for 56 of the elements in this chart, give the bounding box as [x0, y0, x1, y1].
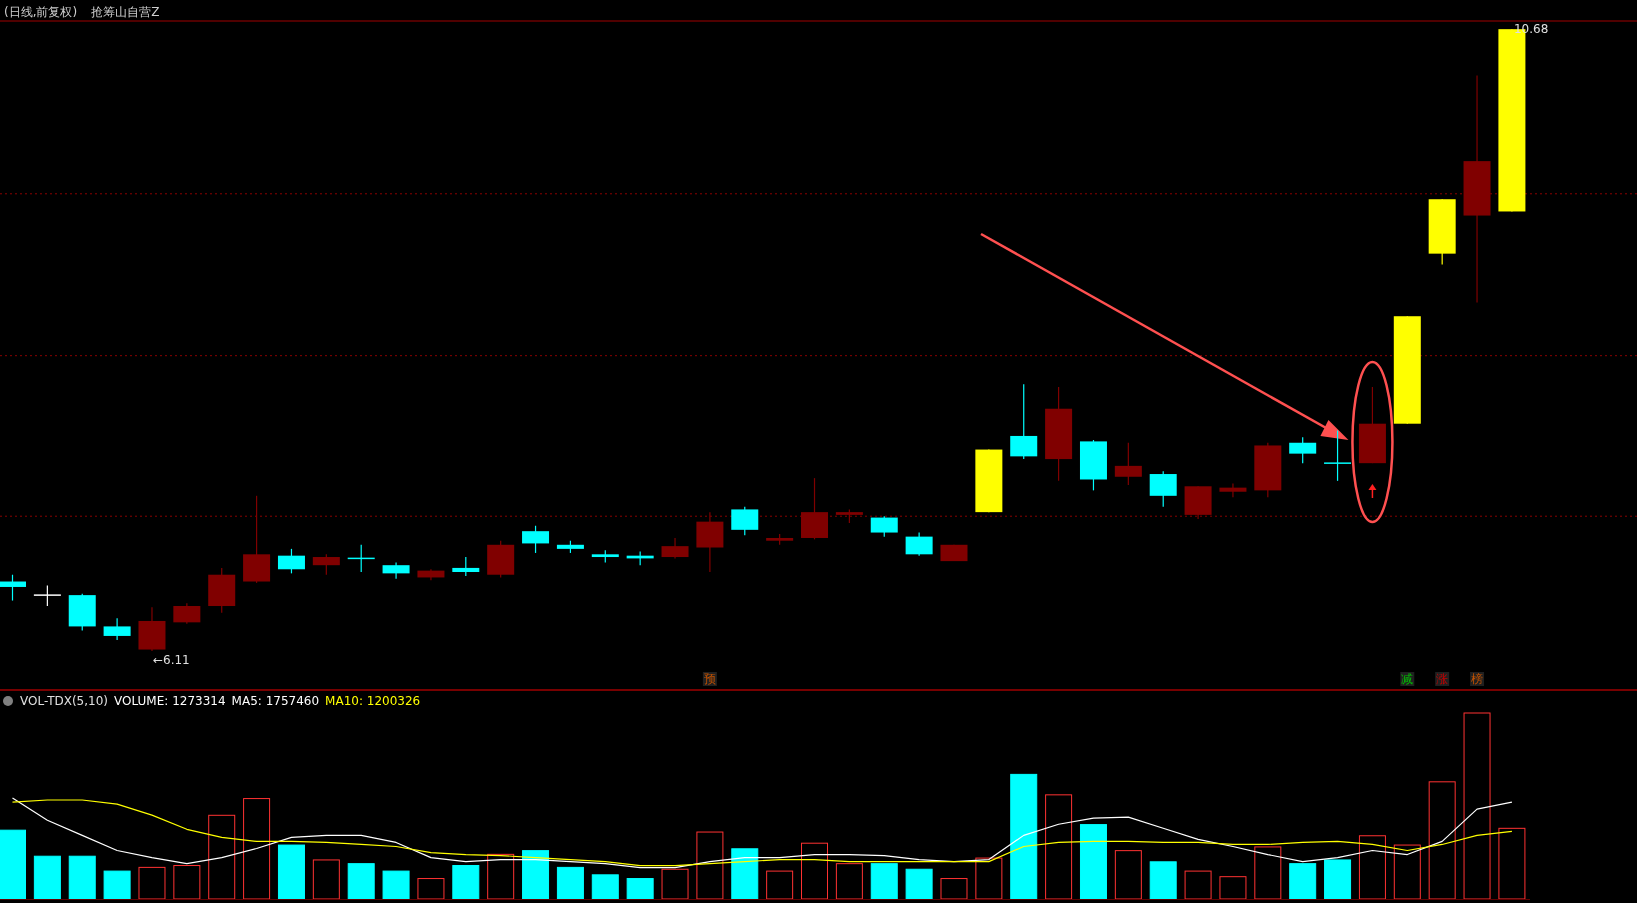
bar — [1289, 863, 1317, 900]
bar — [417, 878, 445, 900]
bar — [556, 866, 584, 900]
bar — [1010, 773, 1038, 900]
bar — [0, 829, 26, 900]
bar — [940, 878, 968, 900]
bar — [522, 850, 550, 900]
bar — [33, 855, 61, 900]
bar — [1358, 835, 1386, 900]
bar — [208, 814, 236, 900]
bar — [1463, 712, 1491, 900]
annotation: 预 — [703, 672, 716, 686]
bar — [277, 844, 305, 900]
bar — [1324, 859, 1352, 900]
bar — [173, 865, 201, 900]
bar — [1114, 850, 1142, 900]
bar — [243, 798, 271, 900]
bar — [1045, 794, 1073, 900]
bar — [870, 863, 898, 900]
bar — [905, 868, 933, 900]
bar — [347, 863, 375, 900]
annotation: 涨 — [1436, 672, 1449, 686]
bar — [975, 857, 1003, 900]
bar — [1079, 824, 1107, 900]
chart-title: VOL-TDX(5,10) — [20, 694, 109, 708]
bar — [1428, 781, 1456, 900]
bar — [766, 870, 794, 900]
bar — [801, 842, 829, 900]
text: MA10: 1200326 — [325, 694, 421, 708]
chart-subtitle: 抢筹山自营Z — [91, 5, 160, 19]
annotation: ←6.11 — [152, 652, 190, 667]
bar — [835, 863, 863, 900]
bar — [487, 853, 515, 900]
bar — [591, 874, 619, 900]
bar — [731, 848, 759, 900]
chart-title: (日线,前复权) — [4, 5, 78, 19]
text: VOLUME: 1273314 — [114, 694, 226, 708]
bar — [1184, 870, 1212, 900]
bar — [696, 831, 724, 900]
bar — [138, 866, 166, 900]
bar — [1393, 844, 1421, 900]
bar — [1498, 827, 1526, 900]
bar — [626, 878, 654, 900]
bar — [68, 855, 96, 900]
bar — [382, 870, 410, 900]
annotation: 榜 — [1471, 672, 1484, 686]
bar — [1219, 876, 1247, 900]
bar — [1254, 846, 1282, 900]
annotation: 10.68 — [1513, 22, 1549, 37]
bar — [1149, 861, 1177, 900]
annotation: 减 — [1401, 672, 1414, 686]
bar — [312, 859, 340, 900]
text: MA5: 1757460 — [231, 694, 320, 708]
bar — [103, 870, 131, 900]
bar — [452, 865, 480, 900]
bar — [661, 868, 689, 900]
